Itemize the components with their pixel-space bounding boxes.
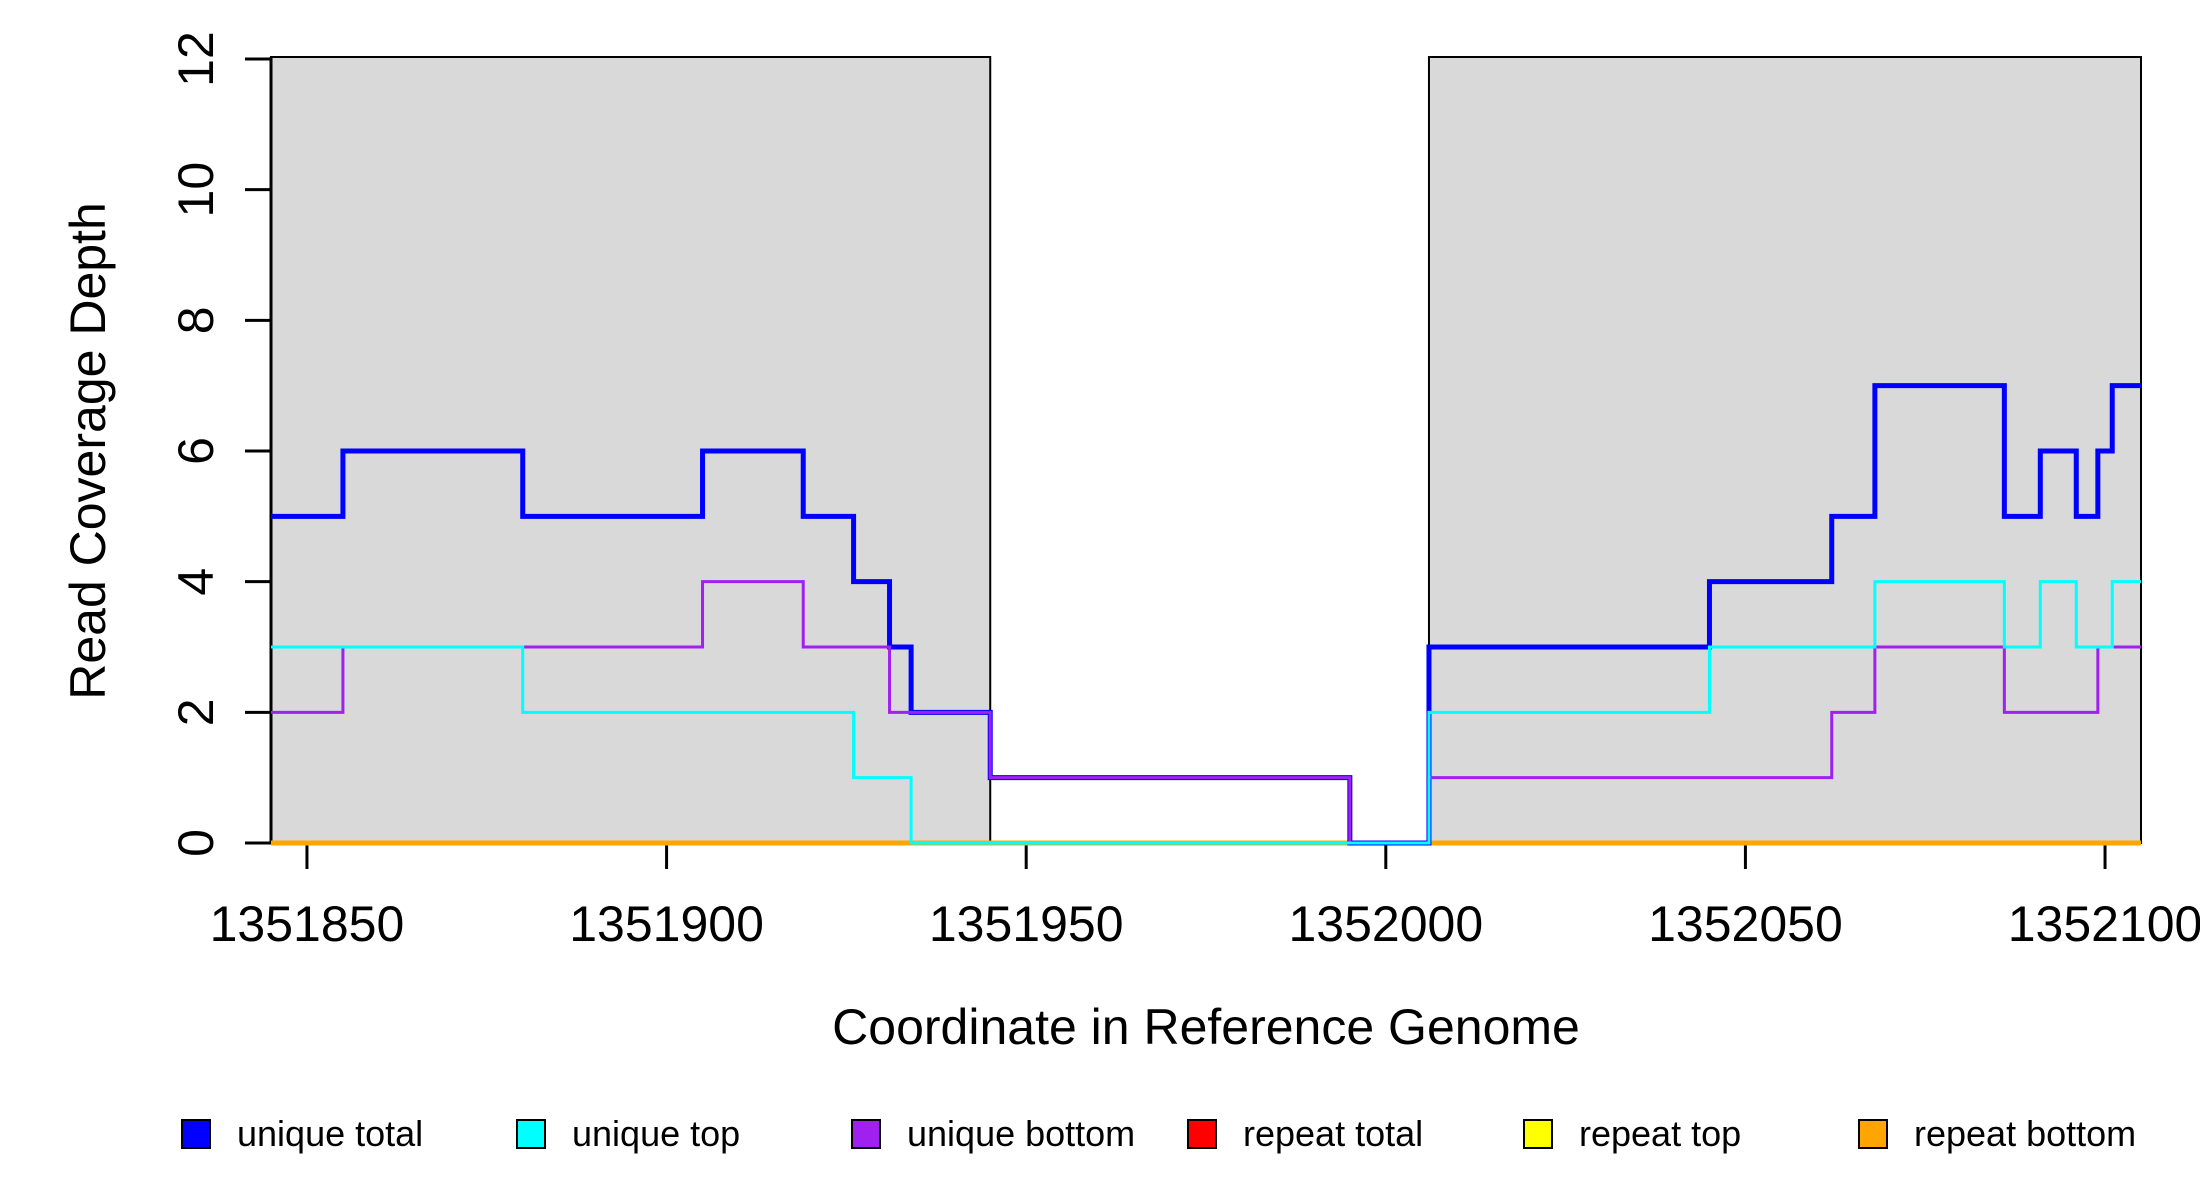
legend-item-repeat-total: repeat total <box>1187 1110 1423 1158</box>
x-tick-label: 1351900 <box>569 896 764 952</box>
y-tick-label: 4 <box>168 568 224 596</box>
y-tick-label: 10 <box>168 162 224 218</box>
x-tick-label: 1351950 <box>929 896 1124 952</box>
legend-label: unique top <box>572 1113 741 1154</box>
series-line-unique-bottom <box>271 580 2141 845</box>
legend-item-repeat-bottom: repeat bottom <box>1858 1110 2136 1158</box>
legend-item-unique-top: unique top <box>516 1110 740 1158</box>
legend-label: repeat top <box>1579 1113 1742 1154</box>
y-tick-label: 6 <box>168 437 224 465</box>
legend-label: unique bottom <box>907 1113 1136 1154</box>
legend-swatch-unique-top <box>516 1119 546 1149</box>
legend-label: repeat total <box>1243 1113 1424 1154</box>
legend-swatch-unique-bottom <box>851 1119 881 1149</box>
x-tick-label: 1351850 <box>210 896 405 952</box>
x-tick-label: 1352000 <box>1288 896 1483 952</box>
legend-swatch-unique-total <box>181 1119 211 1149</box>
x-tick-label: 1352100 <box>2008 896 2200 952</box>
y-axis-title: Read Coverage Depth <box>60 202 116 700</box>
y-tick-label: 2 <box>168 698 224 726</box>
x-tick-label: 1352050 <box>1648 896 1843 952</box>
y-tick-label: 12 <box>168 31 224 87</box>
series-line-unique-top <box>271 580 2141 845</box>
legend-label: repeat bottom <box>1914 1113 2137 1154</box>
legend-label: unique total <box>237 1113 424 1154</box>
legend-swatch-repeat-bottom <box>1858 1119 1888 1149</box>
legend-item-unique-total: unique total <box>181 1110 423 1158</box>
y-tick-label: 0 <box>168 829 224 857</box>
legend-swatch-repeat-total <box>1187 1119 1217 1149</box>
shaded-region <box>1427 56 2142 844</box>
x-axis-title: Coordinate in Reference Genome <box>832 999 1580 1055</box>
legend-item-repeat-top: repeat top <box>1523 1110 1741 1158</box>
legend-item-unique-bottom: unique bottom <box>851 1110 1135 1158</box>
legend-swatch-repeat-top <box>1523 1119 1553 1149</box>
y-tick-label: 8 <box>168 306 224 334</box>
